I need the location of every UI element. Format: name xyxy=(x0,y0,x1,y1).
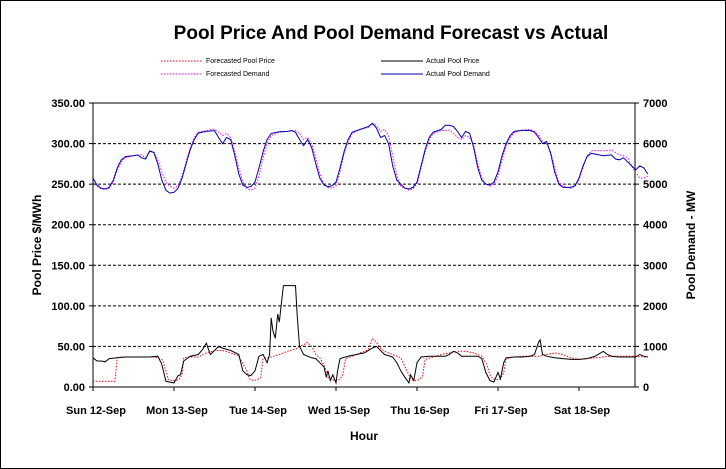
x-axis-ticks: Sun 12-Sep Mon 13-Sep Tue 14-Sep Wed 15-Sep… xyxy=(66,387,610,417)
right-axis-label: Pool Demand - MW xyxy=(684,190,698,299)
x-tick-label: Sat 18-Sep xyxy=(554,405,611,417)
legend-label: Forecasted Demand xyxy=(206,71,270,78)
left-axis-ticks: 0.00 50.00 100.00 150.00 200.00 250.00 300.00 3… xyxy=(51,98,93,394)
x-tick-label: Thu 16-Sep xyxy=(390,405,450,417)
x-tick-label: Wed 15-Sep xyxy=(308,405,370,417)
left-axis-label: Pool Price $/MWh xyxy=(30,195,44,296)
chart-title: Pool Price And Pool Demand Forecast vs A… xyxy=(174,23,609,44)
x-axis-label: Hour xyxy=(350,429,378,443)
legend: Forecasted Pool Price Forecasted Demand Ac… xyxy=(161,58,490,78)
series-line-1 xyxy=(93,337,648,382)
right-tick-label: 3000 xyxy=(643,260,667,272)
left-tick-label: 200.00 xyxy=(51,220,85,232)
x-tick-label: Fri 17-Sep xyxy=(474,405,527,417)
left-tick-label: 300.00 xyxy=(51,139,85,151)
legend-label: Forecasted Pool Price xyxy=(206,58,275,65)
right-tick-label: 2000 xyxy=(643,301,667,313)
right-tick-label: 1000 xyxy=(643,341,667,353)
x-tick-label: Tue 14-Sep xyxy=(229,405,287,417)
x-tick-label: Mon 13-Sep xyxy=(146,405,208,417)
legend-label: Actual Pool Price xyxy=(426,58,479,65)
right-tick-label: 6000 xyxy=(643,139,667,151)
plot-area xyxy=(92,102,636,388)
right-axis-ticks: 0 1000 2000 3000 4000 5000 6000 7000 xyxy=(635,98,667,394)
left-tick-label: 150.00 xyxy=(51,260,85,272)
series-line-3 xyxy=(92,285,648,385)
grid xyxy=(93,143,635,347)
right-tick-label: 0 xyxy=(643,382,649,394)
left-tick-label: 100.00 xyxy=(51,301,85,313)
right-tick-label: 7000 xyxy=(643,98,667,110)
left-tick-label: 50.00 xyxy=(57,341,85,353)
right-tick-label: 4000 xyxy=(643,220,667,232)
left-tick-label: 250.00 xyxy=(51,179,85,191)
left-tick-label: 0.00 xyxy=(64,382,85,394)
series-line-4 xyxy=(92,122,649,194)
series-group xyxy=(92,122,649,385)
series-line-2 xyxy=(92,122,649,191)
right-tick-label: 5000 xyxy=(643,179,667,191)
left-tick-label: 350.00 xyxy=(51,98,85,110)
legend-label: Actual Pool Demand xyxy=(426,71,490,78)
x-tick-label: Sun 12-Sep xyxy=(66,405,126,417)
